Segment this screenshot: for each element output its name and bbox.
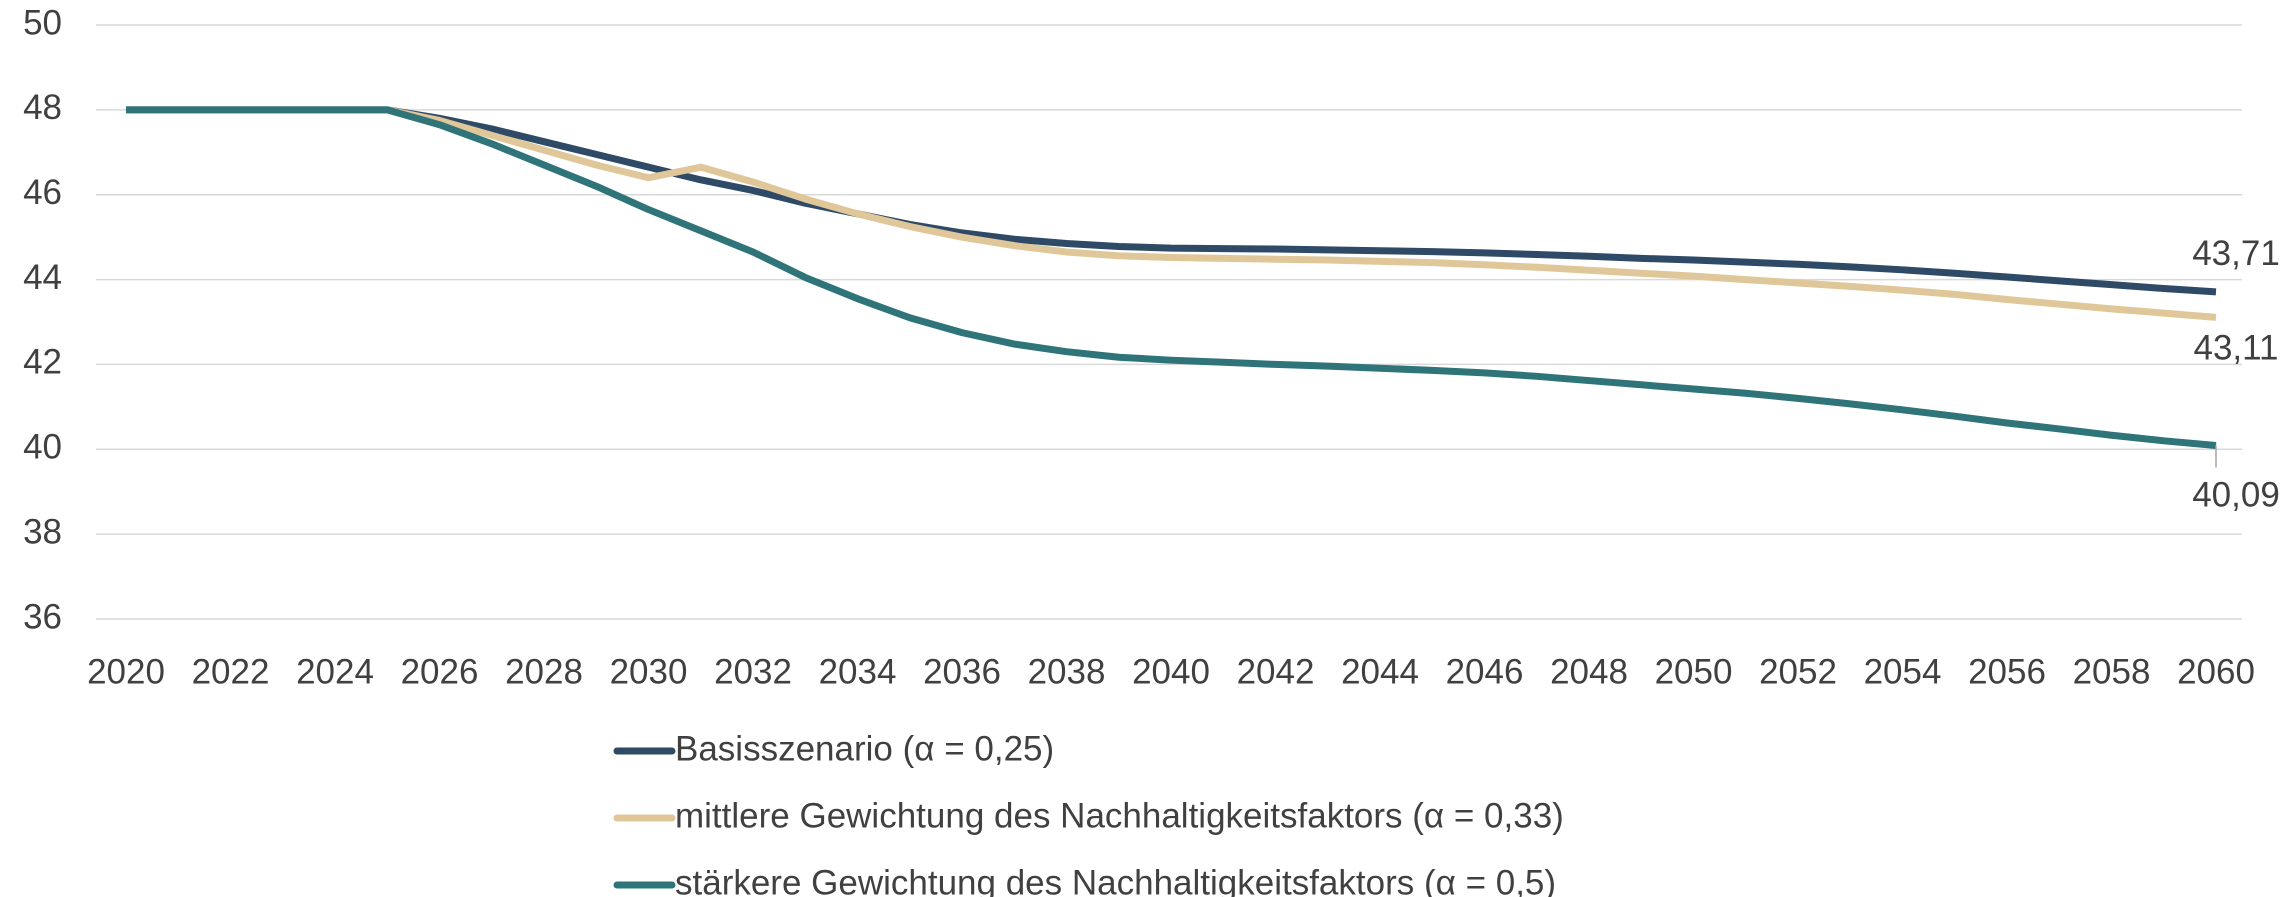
y-tick-label: 50 (23, 3, 62, 42)
x-tick-label: 2042 (1237, 652, 1315, 691)
x-tick-label: 2036 (923, 652, 1001, 691)
x-tick-label: 2020 (87, 652, 165, 691)
x-tick-label: 2040 (1132, 652, 1210, 691)
x-tick-label: 2054 (1864, 652, 1942, 691)
x-tick-label: 2056 (1968, 652, 2046, 691)
x-tick-label: 2028 (505, 652, 583, 691)
x-tick-label: 2032 (714, 652, 792, 691)
x-tick-label: 2044 (1341, 652, 1419, 691)
data-label: 43,71 (2192, 234, 2280, 273)
legend-label: mittlere Gewichtung des Nachhaltigkeitsf… (675, 796, 1564, 835)
y-tick-label: 40 (23, 428, 62, 467)
x-tick-label: 2060 (2177, 652, 2255, 691)
data-label: 40,09 (2192, 476, 2280, 515)
x-tick-label: 2046 (1446, 652, 1524, 691)
series-line (126, 106, 2217, 296)
series-line (126, 106, 2217, 321)
x-tick-label: 2026 (401, 652, 479, 691)
x-tick-label: 2030 (610, 652, 688, 691)
y-tick-label: 38 (23, 512, 62, 551)
x-tick-label: 2058 (2073, 652, 2151, 691)
y-tick-label: 36 (23, 597, 62, 636)
legend-label: Basisszenario (α = 0,25) (675, 729, 1054, 768)
y-tick-label: 42 (23, 343, 62, 382)
legend-label: stärkere Gewichtung des Nachhaltigkeitsf… (675, 863, 1556, 897)
x-tick-label: 2050 (1655, 652, 1733, 691)
data-label: 43,11 (2194, 329, 2279, 368)
series-line (126, 106, 2217, 449)
y-tick-label: 44 (23, 258, 62, 297)
y-tick-label: 48 (23, 88, 62, 127)
x-tick-label: 2024 (296, 652, 374, 691)
x-tick-label: 2022 (192, 652, 270, 691)
x-tick-label: 2048 (1550, 652, 1628, 691)
x-tick-label: 2034 (819, 652, 897, 691)
y-tick-label: 46 (23, 173, 62, 212)
x-tick-label: 2038 (1028, 652, 1106, 691)
x-tick-label: 2052 (1759, 652, 1837, 691)
